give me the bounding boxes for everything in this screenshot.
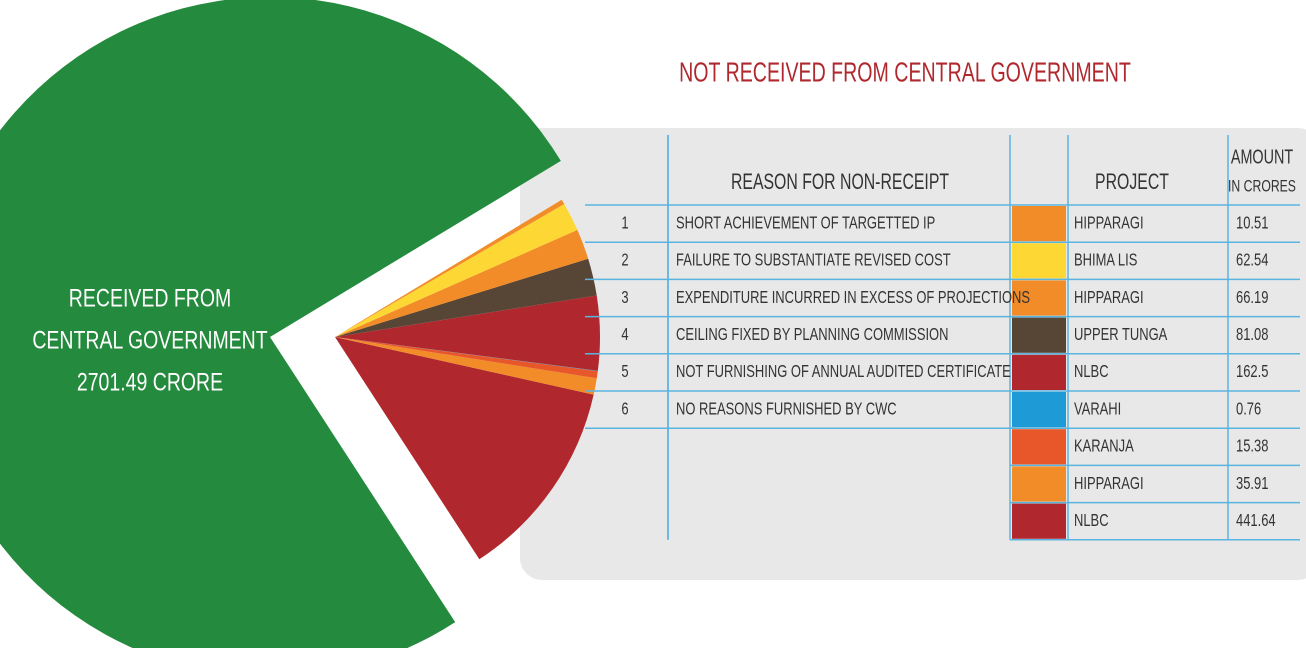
project: NLBC [1074,511,1109,531]
header: AMOUNT [1231,145,1294,168]
project: NLBC [1074,362,1109,382]
reason: FAILURE TO SUBSTANTIATE REVISED COST [676,251,951,271]
amount: 0.76 [1236,399,1261,419]
color-swatch [1012,317,1066,353]
pie-slice [335,337,598,379]
project: UPPER TUNGA [1074,325,1168,345]
received-value: 2701.49 CRORE [77,368,223,396]
color-swatch [1012,466,1066,502]
project: HIPPARAGI [1074,474,1144,494]
amount: 81.08 [1236,325,1269,345]
received-label: RECEIVED FROM [69,284,231,312]
color-swatch [1012,206,1066,242]
amount: 62.54 [1236,251,1269,271]
row-number: 6 [621,399,628,419]
pie-slice [335,229,589,337]
color-swatch [1012,280,1066,316]
row-number: 1 [621,213,628,233]
pie-slice [335,199,565,337]
color-swatch [1012,392,1066,428]
project: HIPPARAGI [1074,288,1144,308]
pie-slice [335,258,597,337]
row-number: 4 [621,325,628,345]
row-number: 5 [621,362,628,382]
reason: EXPENDITURE INCURRED IN EXCESS OF PROJEC… [676,288,1030,308]
reason: CEILING FIXED BY PLANNING COMMISSION [676,325,948,345]
header: IN CRORES [1228,178,1296,196]
amount: 15.38 [1236,437,1269,457]
row-number: 2 [621,251,628,271]
color-swatch [1012,354,1066,390]
project: VARAHI [1074,399,1121,419]
amount: 441.64 [1236,511,1276,531]
project: BHIMA LIS [1074,251,1137,271]
pie-slice [335,337,598,372]
color-swatch [1012,429,1066,465]
pie-slice [335,337,597,395]
amount: 162.5 [1236,362,1269,382]
title: NOT RECEIVED FROM CENTRAL GOVERNMENT [679,57,1131,88]
header: PROJECT [1095,170,1169,194]
amount: 35.91 [1236,474,1268,494]
reason: NOT FURNISHING OF ANNUAL AUDITED CERTIFI… [676,362,1011,382]
reason: SHORT ACHIEVEMENT OF TARGETTED IP [676,213,935,233]
color-swatch [1012,503,1066,539]
amount: 66.19 [1236,288,1268,308]
color-swatch [1012,243,1066,279]
project: HIPPARAGI [1074,213,1144,233]
pie-slice [335,203,578,337]
pie-slice-received [0,0,561,648]
amount: 10.51 [1236,213,1268,233]
row-number: 3 [621,288,628,308]
received-label: CENTRAL GOVERNMENT [32,326,268,354]
pie-slice [335,337,594,560]
pie-slice [335,295,600,371]
project: KARANJA [1074,437,1134,457]
reason: NO REASONS FURNISHED BY CWC [676,399,897,419]
header: REASON FOR NON-RECEIPT [731,170,949,194]
